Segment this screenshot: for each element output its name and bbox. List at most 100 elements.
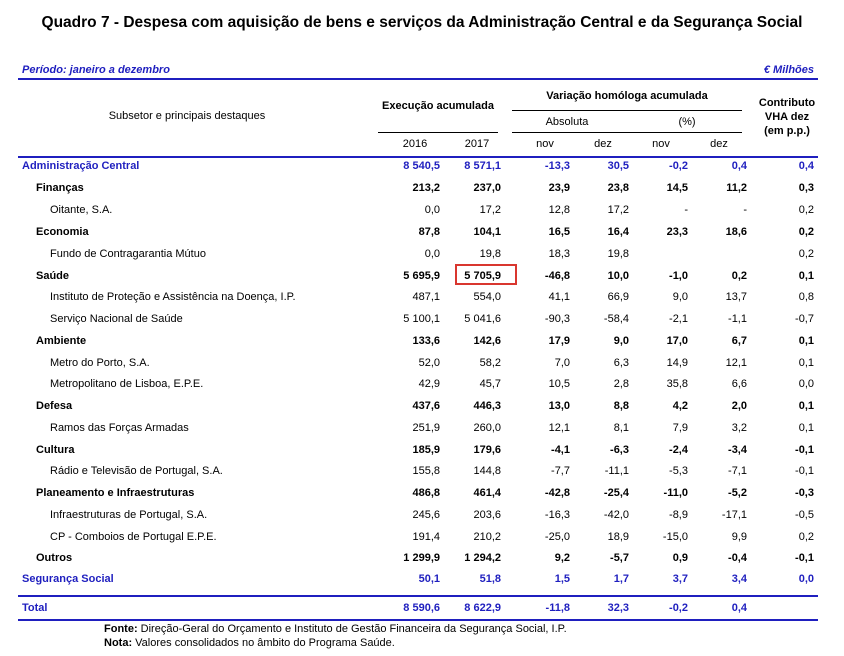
row-label: Defesa xyxy=(36,400,73,412)
table-row: Rádio e Televisão de Portugal, S.A. 155,8… xyxy=(0,465,844,485)
cell: 50,1 xyxy=(418,573,440,585)
cell: 0,4 xyxy=(798,160,814,172)
row-label: Serviço Nacional de Saúde xyxy=(50,313,183,325)
row-label: Saúde xyxy=(36,270,70,282)
cell: 4,2 xyxy=(672,400,688,412)
cell: 0,4 xyxy=(731,602,747,614)
cell: 19,8 xyxy=(607,248,629,260)
row-label: CP - Comboios de Portugal E.P.E. xyxy=(50,531,217,543)
cell: 17,9 xyxy=(548,335,570,347)
row-label: Finanças xyxy=(36,182,84,194)
table-row: Serviço Nacional de Saúde 5 100,1 5 041,6 -… xyxy=(0,313,844,333)
cell: 0,2 xyxy=(731,270,747,282)
table-row: Instituto de Proteção e Assistência na D… xyxy=(0,291,844,311)
cell: 179,6 xyxy=(473,444,501,456)
cell: 8,1 xyxy=(613,422,629,434)
cell: 0,1 xyxy=(798,357,814,369)
variacao-rule xyxy=(512,110,742,111)
cell: 17,0 xyxy=(666,335,688,347)
header-2016: 2016 xyxy=(402,138,428,150)
cell: 237,0 xyxy=(473,182,501,194)
row-label: Segurança Social xyxy=(22,573,114,585)
cell: 0,1 xyxy=(798,335,814,347)
cell: 203,6 xyxy=(473,509,501,521)
cell: 0,2 xyxy=(798,204,814,216)
cell: 486,8 xyxy=(412,487,440,499)
cell: - xyxy=(743,204,747,216)
cell: 58,2 xyxy=(479,357,501,369)
row-label: Total xyxy=(22,602,48,614)
cell: 104,1 xyxy=(473,226,501,238)
cell: - xyxy=(684,204,688,216)
cell: -0,2 xyxy=(669,160,688,172)
cell: -6,3 xyxy=(610,444,629,456)
footnote-fonte: Fonte: Direção-Geral do Orçamento e Inst… xyxy=(104,623,567,635)
cell: 9,0 xyxy=(672,291,688,303)
total-bottom-rule xyxy=(18,619,818,621)
cell: -58,4 xyxy=(603,313,629,325)
header-nov-abs: nov xyxy=(536,138,554,150)
cell: 437,6 xyxy=(412,400,440,412)
cell: -5,2 xyxy=(728,487,747,499)
header-top-rule xyxy=(18,78,818,80)
cell: 7,9 xyxy=(672,422,688,434)
header-contributo-line1: Contributo xyxy=(758,97,816,109)
row-label: Metro do Porto, S.A. xyxy=(50,357,150,369)
cell: -25,4 xyxy=(603,487,629,499)
cell: 30,5 xyxy=(607,160,629,172)
cell: 8 622,9 xyxy=(464,602,501,614)
cell: -1,1 xyxy=(728,313,747,325)
period-label: Período: janeiro a dezembro xyxy=(22,64,170,76)
cell: 51,8 xyxy=(479,573,501,585)
cell: -0,5 xyxy=(795,509,814,521)
cell: 0,1 xyxy=(798,422,814,434)
table-row: Outros 1 299,9 1 294,2 9,2 -5,7 0,9 -0,4 -0,1 xyxy=(0,552,844,572)
table-row: Economia 87,8 104,1 16,5 16,4 23,3 18,6 0,2 xyxy=(0,226,844,246)
cell: 66,9 xyxy=(607,291,629,303)
header-variacao: Variação homóloga acumulada xyxy=(546,90,708,102)
cell: 245,6 xyxy=(412,509,440,521)
cell: 1,5 xyxy=(554,573,570,585)
cell: -0,4 xyxy=(728,552,747,564)
cell: -0,1 xyxy=(795,444,814,456)
row-label: Ramos das Forças Armadas xyxy=(50,422,189,434)
cell: 260,0 xyxy=(473,422,501,434)
cell: 210,2 xyxy=(473,531,501,543)
cell: 2,0 xyxy=(731,400,747,412)
table-row: Metropolitano de Lisboa, E.P.E. 42,9 45,7 1… xyxy=(0,378,844,398)
cell: 3,2 xyxy=(731,422,747,434)
cell: 0,8 xyxy=(798,291,814,303)
cell: 155,8 xyxy=(412,465,440,477)
cell: 10,0 xyxy=(607,270,629,282)
row-label: Metropolitano de Lisboa, E.P.E. xyxy=(50,378,204,390)
cell: -90,3 xyxy=(544,313,570,325)
cell: -7,1 xyxy=(728,465,747,477)
header-dez-abs: dez xyxy=(594,138,612,150)
cell: 6,6 xyxy=(731,378,747,390)
row-label: Administração Central xyxy=(22,160,140,172)
cell: -2,1 xyxy=(669,313,688,325)
cell: 16,5 xyxy=(548,226,570,238)
cell: 0,1 xyxy=(798,400,814,412)
table-row: Saúde 5 695,9 5 705,9 -46,8 10,0 -1,0 0,2 0,1 xyxy=(0,270,844,290)
cell: 1 294,2 xyxy=(464,552,501,564)
cell: 0,9 xyxy=(672,552,688,564)
cell: 17,2 xyxy=(607,204,629,216)
cell: 3,7 xyxy=(672,573,688,585)
cell: -0,3 xyxy=(795,487,814,499)
cell: 14,5 xyxy=(666,182,688,194)
cell: 0,2 xyxy=(798,248,814,260)
cell: -11,0 xyxy=(663,487,688,499)
table-row: Administração Central 8 540,5 8 571,1 -13,3… xyxy=(0,160,844,180)
cell: 185,9 xyxy=(412,444,440,456)
cell: -11,1 xyxy=(604,465,629,477)
header-absoluta: Absoluta xyxy=(545,116,589,128)
row-label: Oitante, S.A. xyxy=(50,204,113,216)
row-label: Fundo de Contragarantia Mútuo xyxy=(50,248,206,260)
header-2017: 2017 xyxy=(464,138,490,150)
header-subsetor: Subsetor e principais destaques xyxy=(108,110,266,122)
cell: 9,9 xyxy=(731,531,747,543)
cell: 11,2 xyxy=(726,182,747,194)
header-contributo-line2: VHA dez xyxy=(764,111,810,123)
cell: 52,0 xyxy=(418,357,440,369)
